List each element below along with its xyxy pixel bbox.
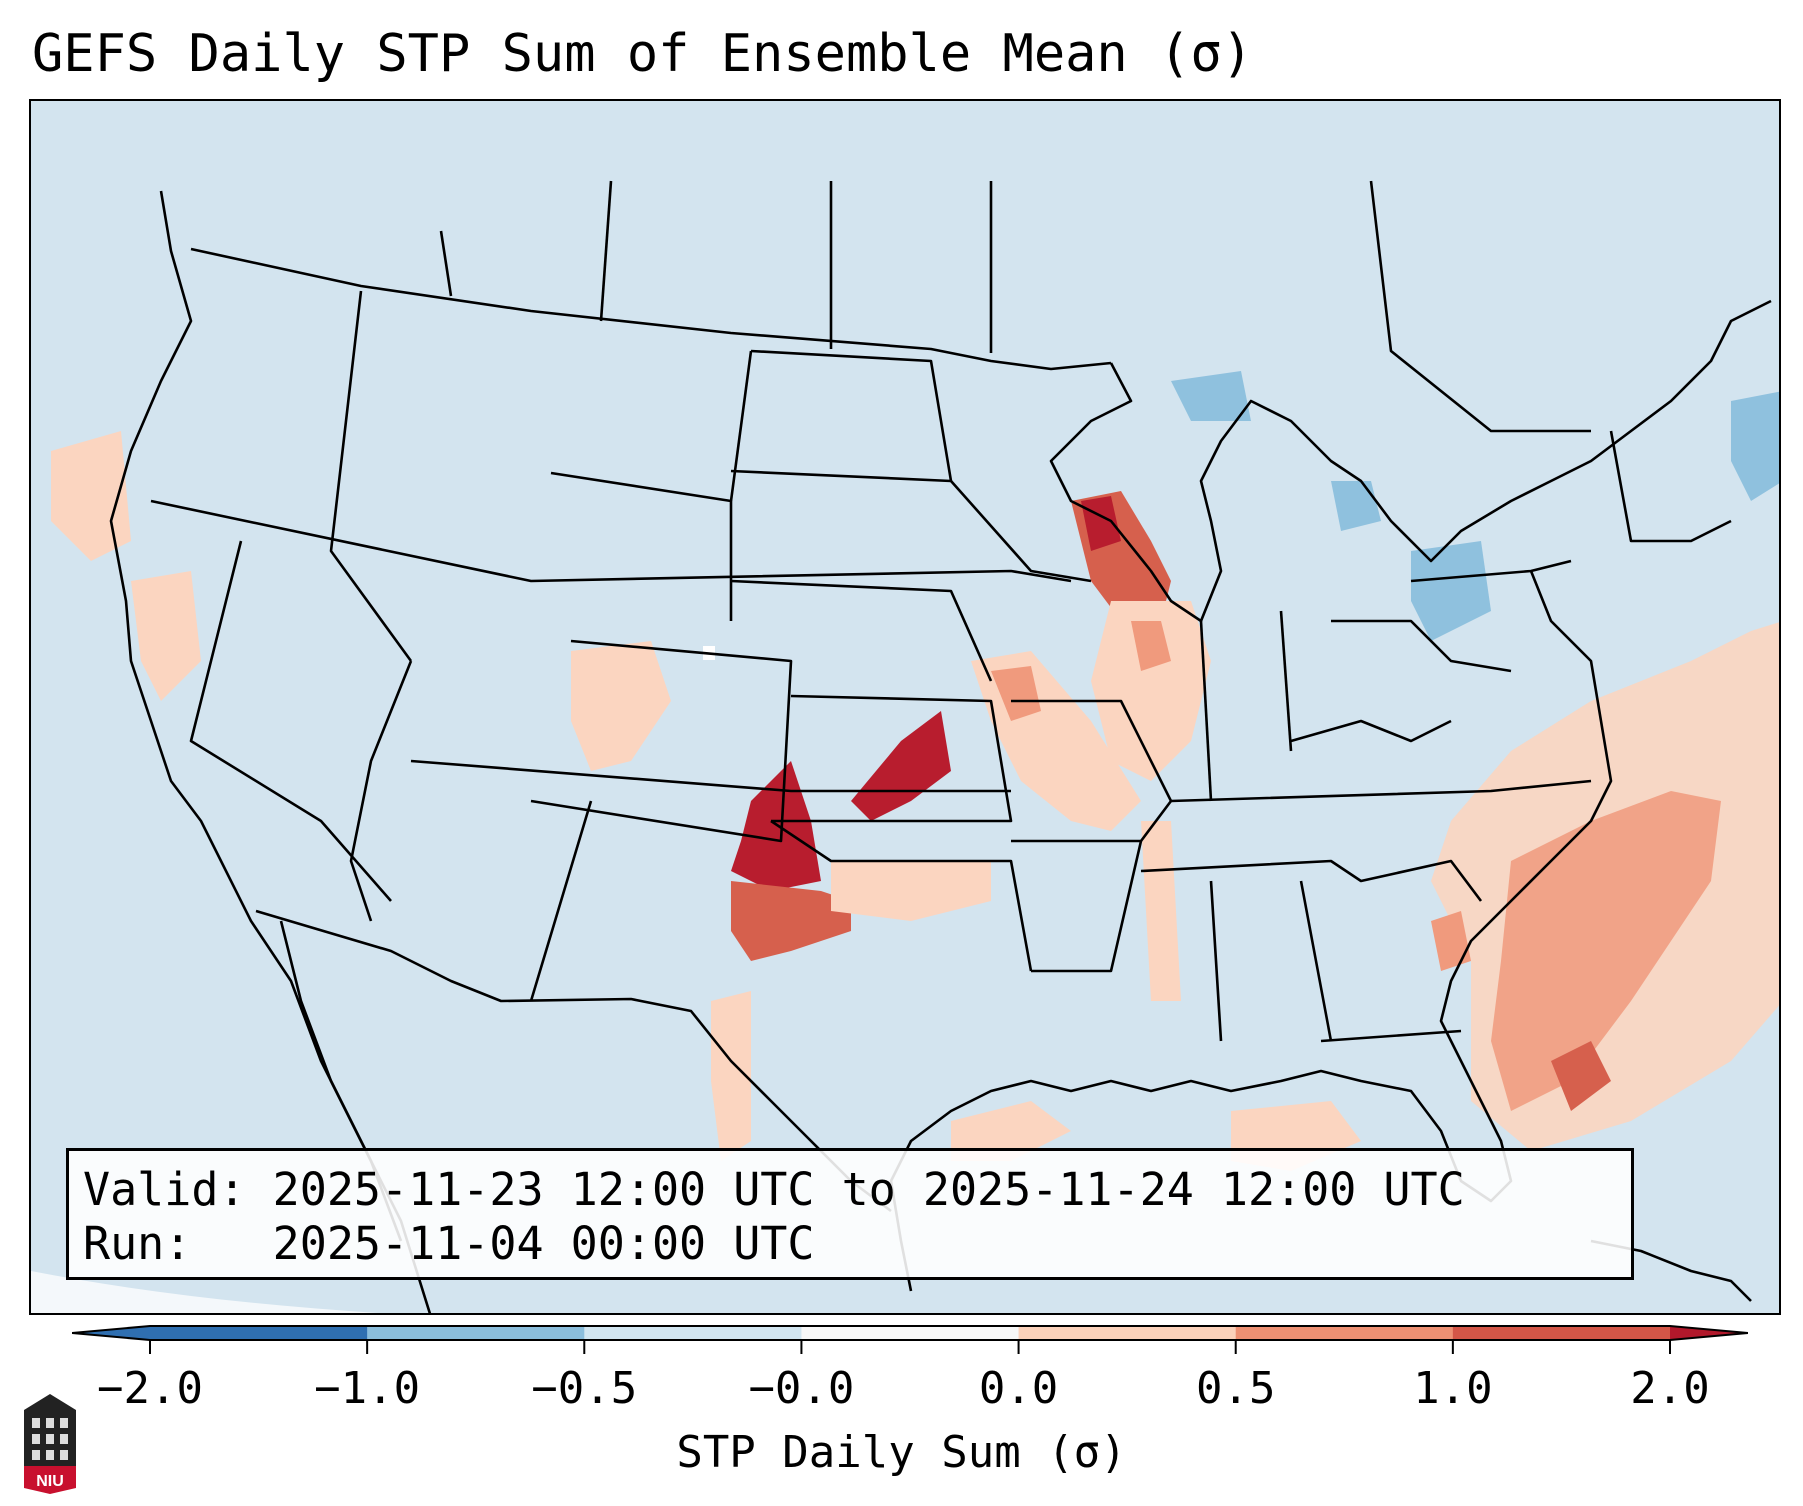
colorbar-tick-label: 0.5	[1195, 1363, 1276, 1414]
new-england-border	[1609, 430, 1732, 543]
state-border-19	[1199, 620, 1213, 802]
projection-edge	[31, 1271, 379, 1313]
state-border-23	[1290, 719, 1452, 743]
colorado-light-area	[571, 641, 671, 771]
california-light-area	[131, 571, 201, 701]
state-border-13	[529, 800, 593, 1002]
colorbar-tick-label: 0.0	[978, 1363, 1059, 1414]
state-border-1	[150, 499, 1072, 583]
logo-text: NIU	[36, 1473, 64, 1490]
map-boundaries	[109, 180, 1772, 1313]
state-border-26	[1320, 1029, 1462, 1043]
gulf-light-area-1	[951, 1101, 1071, 1161]
state-border-20	[1279, 610, 1293, 752]
canada-province-border-2	[599, 180, 613, 322]
oklahoma-strong-area	[731, 881, 851, 961]
pacific-light-area	[51, 431, 131, 561]
iowa-medium-area	[991, 666, 1041, 721]
texas-light-area	[711, 991, 751, 1161]
state-border-10	[730, 579, 993, 682]
colorbar-segment	[584, 1326, 802, 1340]
valid-run-info-box: Valid: 2025-11-23 12:00 UTC to 2025-11-2…	[66, 1148, 1634, 1280]
colorbar-ticks	[149, 1340, 1671, 1354]
state-border-7	[530, 639, 793, 843]
colorbar-segment	[1452, 1326, 1671, 1340]
logo-building-shape	[24, 1394, 76, 1466]
valid-time-text: Valid: 2025-11-23 12:00 UTC to 2025-11-2…	[83, 1163, 1465, 1216]
colorbar-segments	[72, 1325, 1748, 1341]
state-border-9	[730, 349, 953, 483]
state-border-4	[349, 660, 413, 922]
colorbar	[72, 1325, 1748, 1354]
colorbar-segment	[1235, 1326, 1454, 1340]
colorbar-tick-label: −0.0	[748, 1363, 855, 1414]
east-gulf-coastline	[889, 570, 1613, 1292]
colorbar-extend-high	[1670, 1326, 1748, 1340]
state-border-24	[1331, 619, 1512, 673]
texas-panhandle-max-area	[731, 761, 821, 891]
niu-logo: NIU	[24, 1394, 76, 1494]
map-panel	[29, 99, 1781, 1315]
colorbar-tick-label: −1.0	[314, 1363, 421, 1414]
state-border-14	[950, 480, 1092, 583]
carolina-medium-area	[1431, 911, 1471, 971]
state-border-5	[410, 759, 1011, 793]
pennsylvania-negative-area	[1411, 541, 1491, 641]
atlantic-strong-area	[1551, 1041, 1611, 1111]
colorbar-segment	[367, 1326, 585, 1340]
state-border-17	[1170, 779, 1592, 803]
state-border-12	[770, 819, 1033, 972]
maine-negative-area	[1731, 391, 1779, 501]
logo-windows	[32, 1418, 68, 1460]
run-time-text: Run: 2025-11-04 00:00 UTC	[83, 1217, 815, 1270]
state-border-11	[771, 694, 1013, 823]
state-border-8	[729, 350, 753, 502]
state-border-2	[189, 540, 392, 902]
canada-province-border-5	[439, 230, 453, 297]
state-border-25	[1410, 559, 1572, 583]
state-border-18	[1140, 859, 1483, 902]
state-border-22	[1299, 880, 1333, 1042]
mississippi-light-area	[1141, 821, 1181, 1001]
stp-anomaly-field	[51, 371, 1779, 1171]
superior-negative-area	[1171, 371, 1251, 421]
state-border-3	[329, 290, 413, 662]
illinois-medium-area	[1131, 621, 1171, 671]
illinois-light-area	[1091, 601, 1211, 781]
logo-shield	[24, 1466, 76, 1494]
colorbar-segment	[150, 1326, 368, 1340]
colorbar-tick-label: −0.5	[531, 1363, 638, 1414]
map-canvas	[31, 101, 1779, 1313]
atlantic-medium-area	[1491, 791, 1721, 1111]
colorbar-segment	[801, 1326, 1020, 1340]
great-lakes-coast	[1049, 299, 1772, 623]
colorbar-tick-label: 2.0	[1630, 1363, 1710, 1414]
michigan-negative-area	[1331, 481, 1381, 531]
oklahoma-light-area	[831, 861, 991, 921]
colorbar-tick-label: −2.0	[97, 1363, 203, 1414]
colorbar-label: STP Daily Sum (σ)	[676, 1427, 1127, 1478]
kansas-max-area	[851, 711, 951, 821]
colorbar-tick-label: 1.0	[1413, 1363, 1493, 1414]
state-border-16	[1031, 840, 1143, 973]
map-title: GEFS Daily STP Sum of Ensemble Mean (σ)	[32, 24, 1253, 84]
canada-province-border	[1369, 180, 1591, 433]
colorbar-segment	[1018, 1326, 1237, 1340]
state-border-21	[1209, 880, 1223, 1042]
colorbar-extend-low	[72, 1326, 150, 1340]
